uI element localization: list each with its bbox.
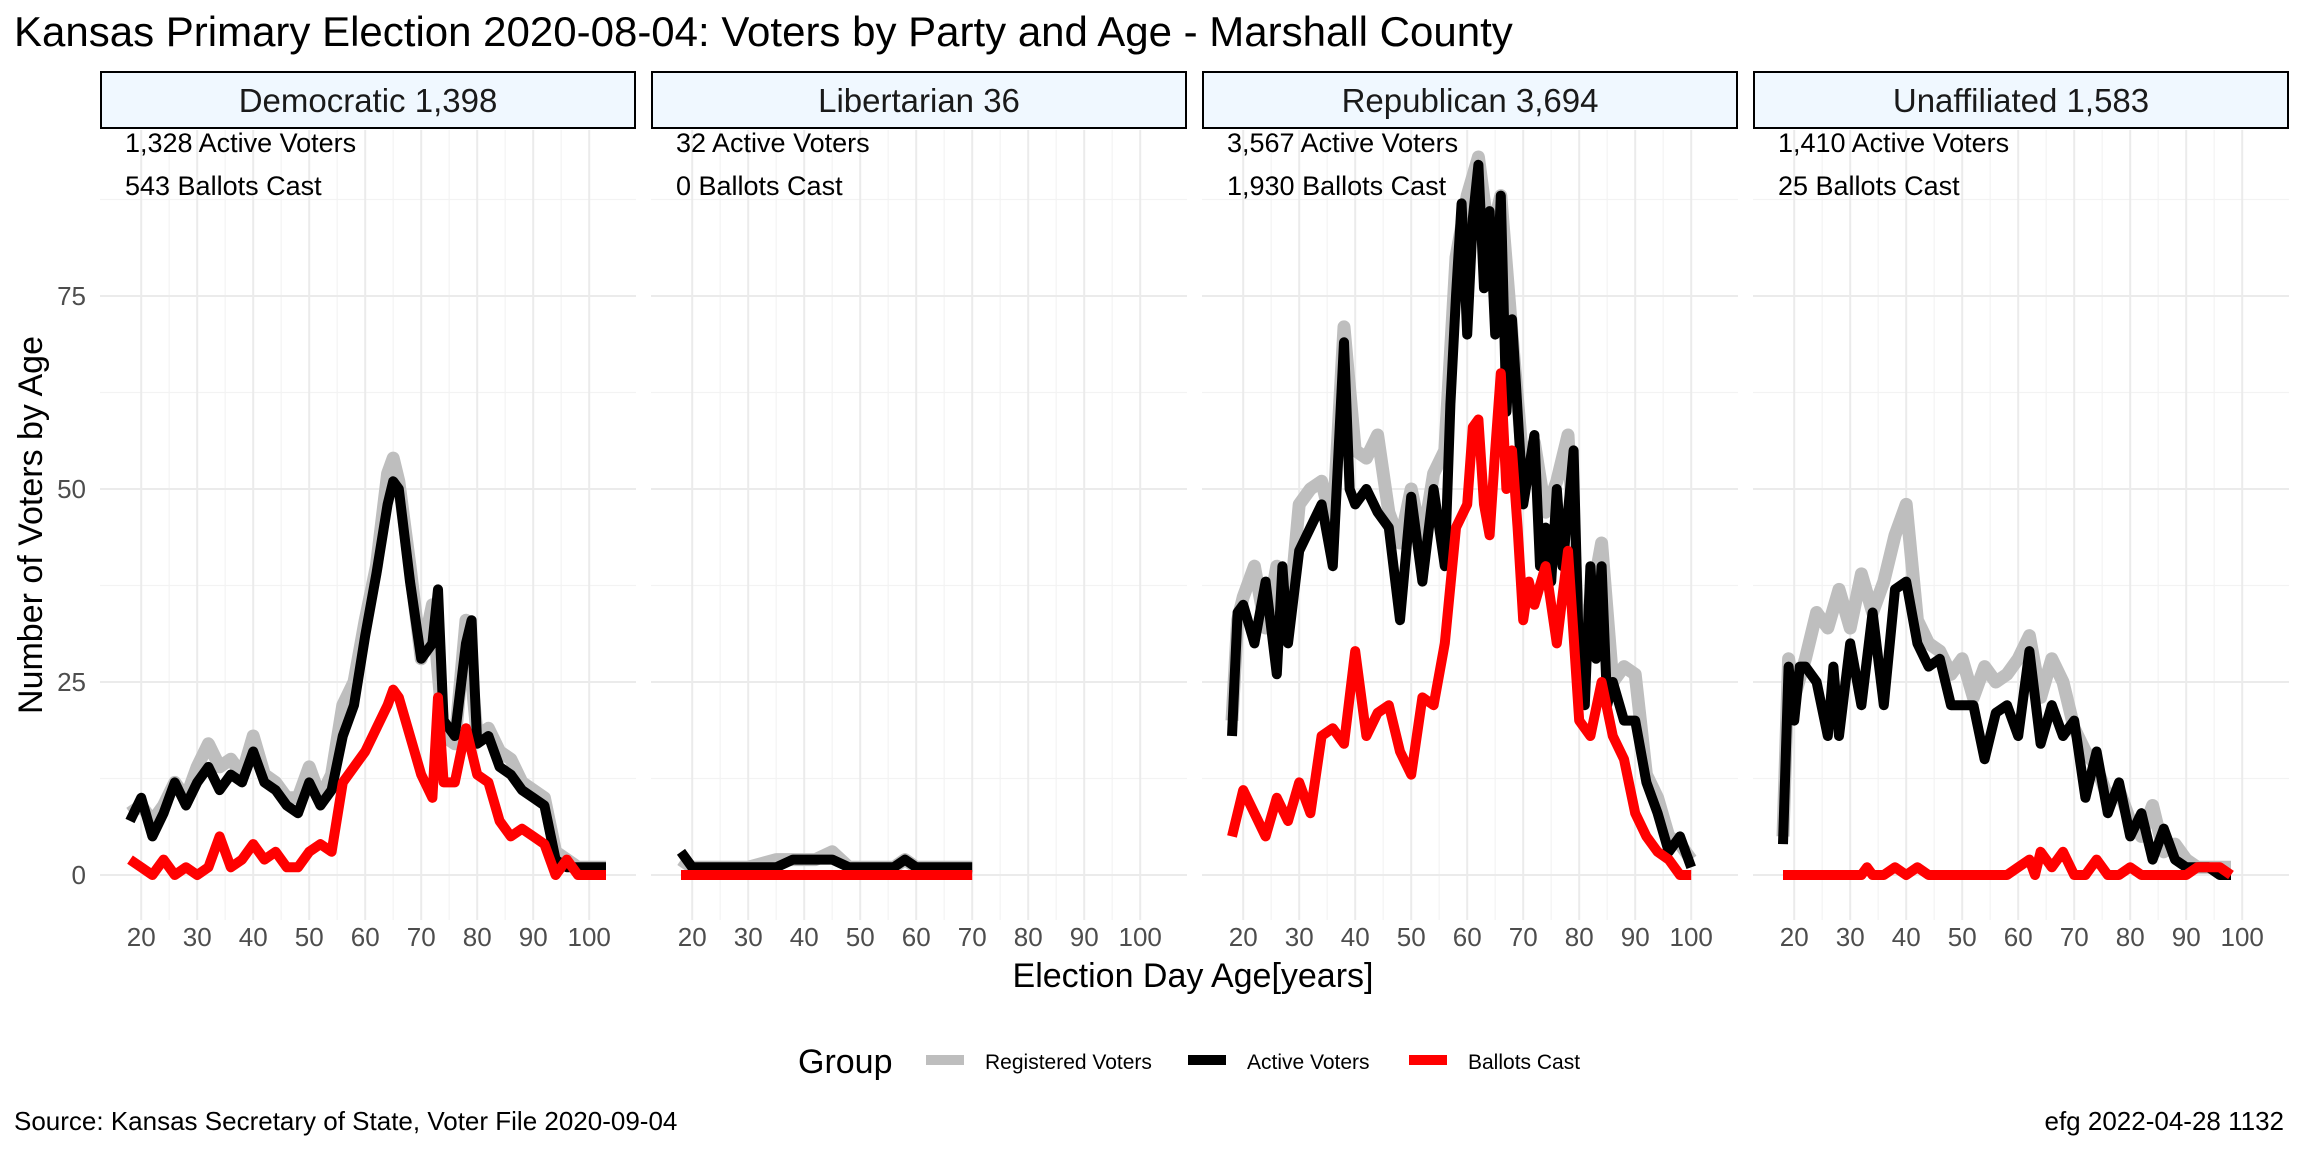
legend-item-ballots-cast: Ballots Cast xyxy=(1409,1051,1580,1074)
active-voters-annotation: 1,410 Active Voters xyxy=(1778,128,2009,158)
legend-layer: Group Registered Voters Active Voters Ballo… xyxy=(798,1043,1580,1081)
y-axis-title: Number of Voters by Age xyxy=(12,336,50,714)
panel-1: Libertarian 36 32 Active Voters 0 Ballots … xyxy=(651,71,1187,952)
x-tick-labels: 20 30 40 50 60 70 80 90 100 xyxy=(678,922,1162,952)
series-line-ballots-cast xyxy=(1783,846,2234,880)
active-voters-annotation: 32 Active Voters xyxy=(676,128,870,158)
x-tick-label: 40 xyxy=(1892,922,1921,952)
x-tick-label: 60 xyxy=(902,922,931,952)
facet-strip-label: Democratic 1,398 xyxy=(239,82,498,119)
x-tick-label: 20 xyxy=(127,922,156,952)
x-tick-label: 90 xyxy=(519,922,548,952)
x-tick-label: 80 xyxy=(1565,922,1594,952)
legend-label: Ballots Cast xyxy=(1468,1051,1580,1074)
y-tick-label: 75 xyxy=(57,281,86,311)
legend-label: Active Voters xyxy=(1247,1051,1370,1074)
x-tick-label: 60 xyxy=(2004,922,2033,952)
ballots-cast-annotation: 25 Ballots Cast xyxy=(1778,171,1960,201)
x-tick-label: 90 xyxy=(1621,922,1650,952)
active-voters-annotation: 3,567 Active Voters xyxy=(1227,128,1458,158)
major-grid xyxy=(1753,130,2289,920)
axis-layer: 0 25 50 75 Election Day Age[years] Number of … xyxy=(12,281,1373,995)
minor-grid xyxy=(651,130,1187,920)
x-tick-label: 20 xyxy=(1229,922,1258,952)
facet-strip-box xyxy=(1753,71,2289,129)
series-line-active-voters xyxy=(1227,159,1696,870)
active-voters-annotation: 1,328 Active Voters xyxy=(125,128,356,158)
series-line-ballots-cast xyxy=(127,684,606,880)
facet-strip-box xyxy=(1202,71,1738,129)
x-tick-label: 50 xyxy=(295,922,324,952)
x-tick-label: 20 xyxy=(1780,922,1809,952)
ballots-cast-annotation: 1,930 Ballots Cast xyxy=(1227,171,1447,201)
x-tick-label: 60 xyxy=(1453,922,1482,952)
x-tick-label: 70 xyxy=(407,922,436,952)
timestamp-caption: efg 2022-04-28 1132 xyxy=(2044,1106,2285,1136)
panels-layer: Democratic 1,398 1,328 Active Voters 543 B… xyxy=(100,71,2289,952)
series-line-registered-voters xyxy=(126,451,606,874)
x-tick-label: 70 xyxy=(958,922,987,952)
x-tick-label: 80 xyxy=(463,922,492,952)
x-tick-label: 90 xyxy=(2172,922,2201,952)
x-tick-labels: 20 30 40 50 60 70 80 90 100 xyxy=(1780,922,2264,952)
legend-item-active-voters: Active Voters xyxy=(1188,1051,1370,1074)
facet-strip-label: Unaffiliated 1,583 xyxy=(1893,82,2149,119)
chart-title: Kansas Primary Election 2020-08-04: Vote… xyxy=(14,8,1513,55)
y-tick-label: 50 xyxy=(57,474,86,504)
facet-strip: Libertarian 36 xyxy=(651,71,1187,129)
x-tick-label: 30 xyxy=(734,922,763,952)
x-tick-label: 60 xyxy=(351,922,380,952)
y-tick-label: 25 xyxy=(57,667,86,697)
legend-item-registered-voters: Registered Voters xyxy=(926,1051,1152,1074)
x-tick-label: 30 xyxy=(183,922,212,952)
panel-0: Democratic 1,398 1,328 Active Voters 543 B… xyxy=(100,71,636,952)
panel-3: Unaffiliated 1,583 1,410 Active Voters 25 … xyxy=(1753,71,2289,952)
x-tick-label: 30 xyxy=(1836,922,1865,952)
facet-strip: Republican 3,694 xyxy=(1202,71,1738,129)
source-caption: Source: Kansas Secretary of State, Voter… xyxy=(14,1106,678,1136)
y-tick-labels: 0 25 50 75 xyxy=(57,281,86,890)
ballots-cast-annotation: 0 Ballots Cast xyxy=(676,171,843,201)
major-grid xyxy=(651,130,1187,920)
y-tick-label: 0 xyxy=(72,860,86,890)
series-line-active-voters xyxy=(1778,576,2231,880)
x-tick-label: 70 xyxy=(2060,922,2089,952)
x-tick-label: 70 xyxy=(1509,922,1538,952)
series-line-active-voters xyxy=(125,476,606,873)
facet-strip-box xyxy=(651,71,1187,129)
facet-strip-box xyxy=(100,71,636,129)
x-tick-label: 30 xyxy=(1285,922,1314,952)
x-tick-labels: 20 30 40 50 60 70 80 90 100 xyxy=(1229,922,1713,952)
x-tick-label: 100 xyxy=(1670,922,1713,952)
legend-label: Registered Voters xyxy=(985,1051,1152,1074)
x-tick-label: 40 xyxy=(790,922,819,952)
minor-grid xyxy=(1753,130,2289,920)
x-tick-label: 100 xyxy=(568,922,611,952)
x-tick-label: 50 xyxy=(846,922,875,952)
x-tick-label: 100 xyxy=(1119,922,1162,952)
legend-title: Group xyxy=(798,1043,893,1081)
ballots-cast-annotation: 543 Ballots Cast xyxy=(125,171,322,201)
x-tick-label: 40 xyxy=(1341,922,1370,952)
panel-2: Republican 3,694 3,567 Active Voters 1,930… xyxy=(1202,71,1738,952)
facet-strip-label: Republican 3,694 xyxy=(1342,82,1599,119)
series-line-ballots-cast xyxy=(1227,368,1692,880)
series-line-registered-voters xyxy=(1776,497,2231,874)
x-tick-labels: 20 30 40 50 60 70 80 90 100 xyxy=(127,922,611,952)
series-line-active-voters xyxy=(676,848,973,873)
x-tick-label: 90 xyxy=(1070,922,1099,952)
facet-strip: Unaffiliated 1,583 xyxy=(1753,71,2289,129)
x-tick-label: 80 xyxy=(1014,922,1043,952)
facet-strip: Democratic 1,398 xyxy=(100,71,636,129)
x-tick-label: 50 xyxy=(1397,922,1426,952)
x-axis-title: Election Day Age[years] xyxy=(1013,957,1374,995)
facet-strip-label: Libertarian 36 xyxy=(818,82,1020,119)
x-tick-label: 40 xyxy=(239,922,268,952)
x-tick-label: 50 xyxy=(1948,922,1977,952)
x-tick-label: 20 xyxy=(678,922,707,952)
x-tick-label: 80 xyxy=(2116,922,2145,952)
x-tick-label: 100 xyxy=(2221,922,2264,952)
